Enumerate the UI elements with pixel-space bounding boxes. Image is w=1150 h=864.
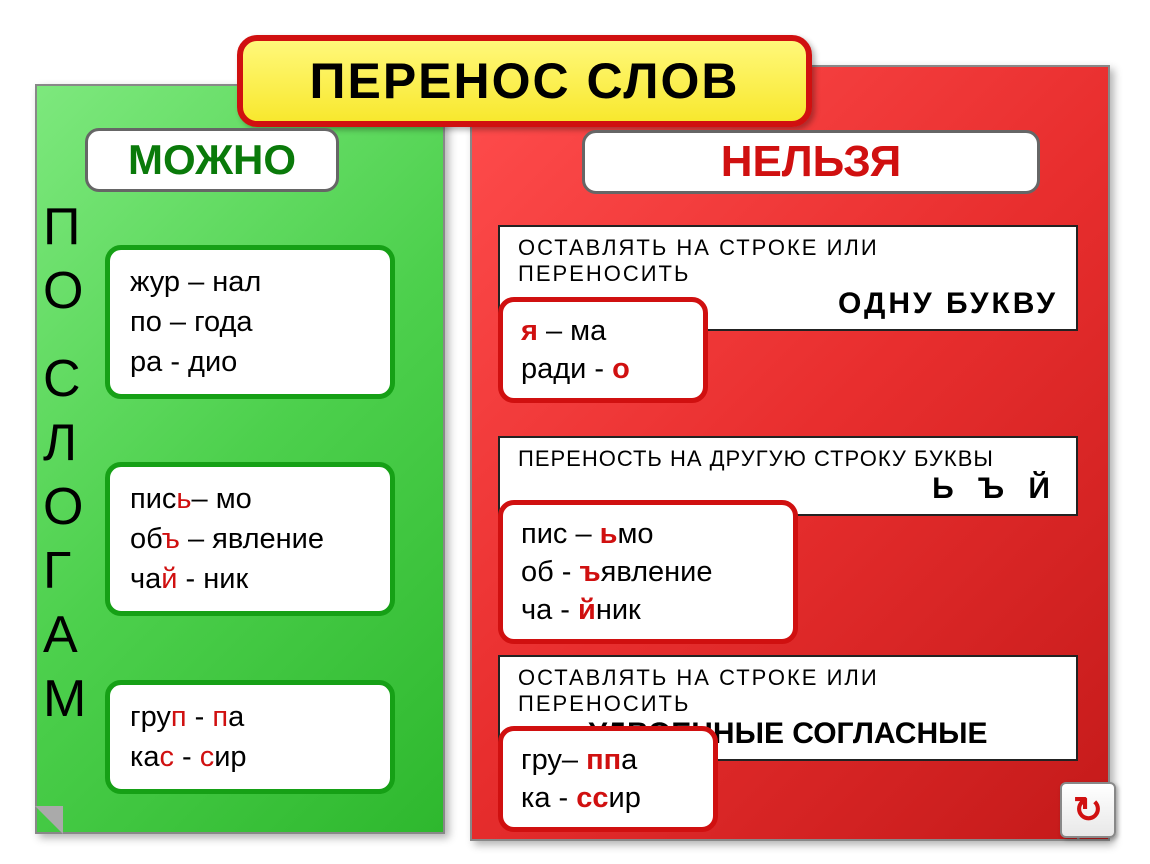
title-box: ПЕРЕНОС СЛОВ (237, 35, 812, 127)
green-card-1: жур – налпо – годара - дио (105, 245, 395, 399)
red-card-1: я – маради - о (498, 297, 708, 403)
green-card-3: груп - пакас - сир (105, 680, 395, 794)
cannot-label: НЕЛЬЗЯ (721, 137, 902, 187)
rule-small-2: ПЕРЕНОСТЬ НА ДРУГУЮ СТРОКУ БУКВЫ (518, 446, 994, 471)
rule-small-1: ОСТАВЛЯТЬ НА СТРОКЕ ИЛИ ПЕРЕНОСИТЬ (518, 235, 879, 286)
return-arrow-icon: ↻ (1073, 789, 1103, 831)
red-card-3: гру– ппака - ссир (498, 726, 718, 832)
rule-small-3: ОСТАВЛЯТЬ НА СТРОКЕ ИЛИ ПЕРЕНОСИТЬ (518, 665, 879, 716)
title-text: ПЕРЕНОС СЛОВ (310, 52, 740, 110)
can-label-box: МОЖНО (85, 128, 339, 192)
cannot-label-box: НЕЛЬЗЯ (582, 130, 1040, 194)
red-card-2: пис – ьмооб - ъявлениеча - йник (498, 500, 798, 644)
vertical-label: ПО СЛОГАМ (43, 195, 86, 731)
can-label: МОЖНО (128, 136, 296, 184)
nav-return-button[interactable]: ↻ (1060, 782, 1116, 838)
green-fold-corner (35, 806, 63, 834)
green-card-2: пись– мообъ – явлениечай - ник (105, 462, 395, 616)
